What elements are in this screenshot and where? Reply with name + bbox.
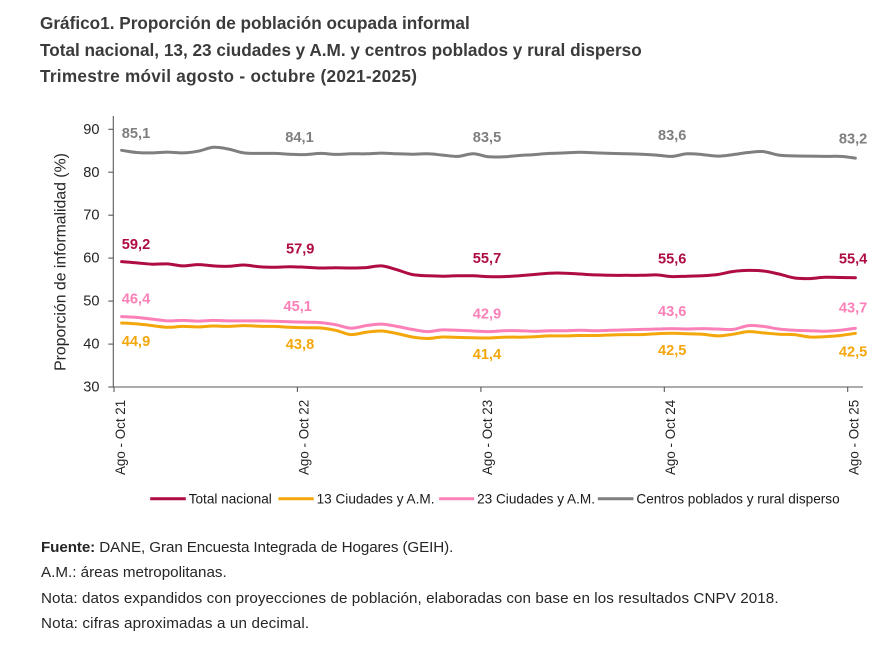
svg-text:Ago - Oct 25: Ago - Oct 25	[847, 400, 862, 475]
svg-text:30: 30	[83, 380, 99, 396]
svg-text:46,4: 46,4	[122, 291, 151, 307]
svg-text:59,2: 59,2	[122, 237, 150, 253]
svg-text:43,7: 43,7	[839, 300, 867, 316]
svg-text:55,7: 55,7	[473, 251, 501, 267]
svg-text:41,4: 41,4	[473, 347, 502, 363]
svg-text:Ago - Oct 24: Ago - Oct 24	[663, 399, 678, 475]
svg-text:55,6: 55,6	[658, 252, 686, 268]
svg-text:57,9: 57,9	[286, 242, 314, 258]
svg-text:42,5: 42,5	[658, 343, 686, 359]
svg-text:90: 90	[83, 122, 99, 138]
svg-text:84,1: 84,1	[285, 130, 313, 146]
svg-text:83,5: 83,5	[473, 130, 501, 146]
svg-text:Proporción de informalidad (%): Proporción de informalidad (%)	[53, 153, 70, 371]
svg-text:Ago - Oct 22: Ago - Oct 22	[296, 400, 311, 475]
svg-text:70: 70	[83, 208, 99, 224]
svg-text:23 Ciudades y A.M.: 23 Ciudades y A.M.	[477, 491, 595, 506]
svg-text:43,8: 43,8	[286, 337, 314, 353]
svg-text:43,6: 43,6	[658, 304, 686, 320]
svg-text:55,4: 55,4	[839, 252, 868, 268]
svg-text:50: 50	[83, 294, 99, 310]
svg-text:Ago - Oct 23: Ago - Oct 23	[480, 400, 495, 475]
svg-text:83,6: 83,6	[658, 128, 686, 144]
svg-text:44,9: 44,9	[122, 334, 150, 350]
svg-text:83,2: 83,2	[839, 132, 867, 148]
svg-text:Total nacional: Total nacional	[189, 491, 272, 506]
svg-text:45,1: 45,1	[283, 299, 311, 315]
svg-text:80: 80	[83, 165, 99, 181]
svg-text:42,9: 42,9	[473, 307, 501, 323]
svg-text:60: 60	[83, 251, 99, 267]
svg-text:13 Ciudades y A.M.: 13 Ciudades y A.M.	[317, 491, 435, 506]
svg-text:42,5: 42,5	[839, 345, 867, 361]
svg-text:Centros poblados y rural dispe: Centros poblados y rural disperso	[636, 491, 839, 506]
svg-text:Ago - Oct 21: Ago - Oct 21	[113, 400, 128, 475]
svg-text:40: 40	[83, 337, 99, 353]
svg-text:85,1: 85,1	[122, 126, 150, 142]
